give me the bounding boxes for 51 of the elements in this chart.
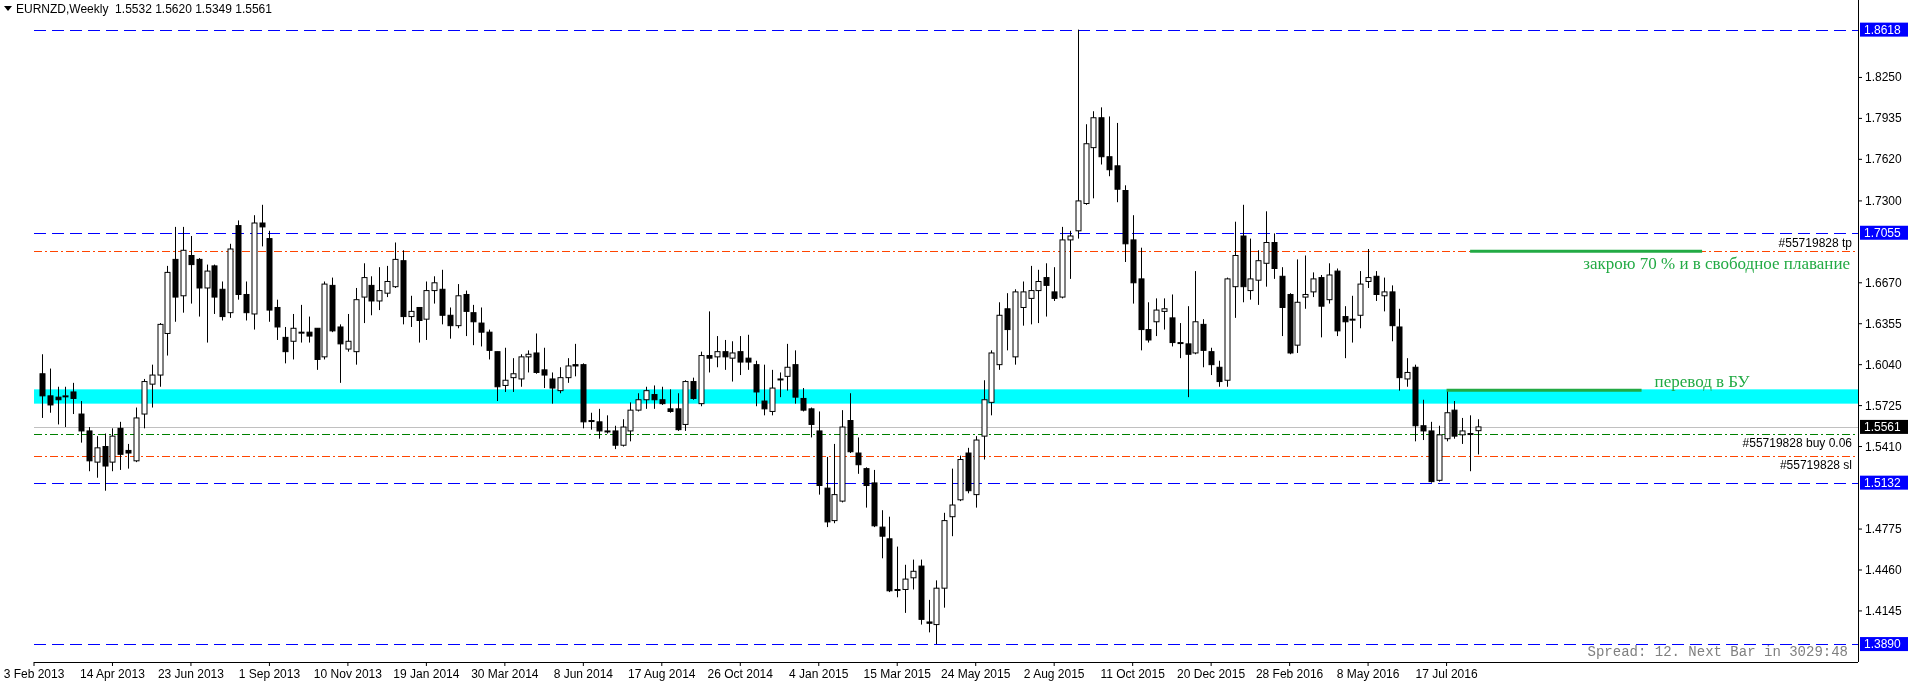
ref-line-label: 1.5561 [1864,419,1902,434]
x-tick-label: 17 Jul 2016 [1415,667,1478,681]
ref-line-label: #55719828 buy 0.06 [1742,436,1853,451]
ref-line-label: 1.3890 [1864,637,1902,652]
x-tick-label: 20 Dec 2015 [1177,667,1246,681]
x-tick-label: 2 Aug 2015 [1023,667,1085,681]
x-tick-label: 8 Jun 2014 [553,667,614,681]
ref-line-label: 1.7055 [1864,225,1902,240]
candlestick [470,304,477,346]
candlestick [1475,418,1482,455]
ref-line-label: #55719828 tp [1778,236,1853,251]
annotation: закрою 70 % и в свободное плавание [1583,254,1851,274]
x-tick-label: 10 Nov 2013 [313,667,383,681]
y-tick-label: 1.6040 [1865,357,1903,372]
x-tick-label: 14 Apr 2013 [80,667,146,681]
y-tick-label: 1.6355 [1865,316,1903,331]
candlestick [1302,255,1309,310]
y-tick-label: 1.7620 [1865,152,1903,167]
x-tick-label: 28 Feb 2016 [1255,667,1324,681]
y-tick-label: 1.5725 [1865,398,1903,413]
x-tick-label: 17 Aug 2014 [628,667,696,681]
x-tick-label: 8 May 2016 [1336,667,1400,681]
x-tick-label: 19 Jan 2014 [393,667,460,681]
y-tick-label: 1.4145 [1865,603,1903,618]
annotation: Spread: 12. Next Bar in 3029:48 [1587,644,1848,660]
x-tick-label: 26 Oct 2014 [707,667,774,681]
candlestick [879,509,886,559]
x-tick-label: 11 Oct 2015 [1100,667,1166,681]
candlestick [949,468,956,537]
x-tick-label: 4 Jan 2015 [789,667,849,681]
annotation: перевод в БУ [1654,372,1751,392]
x-tick-label: 3 Feb 2013 [3,667,65,681]
x-tick-label: 24 May 2015 [941,667,1011,681]
y-tick-label: 1.7935 [1865,111,1903,126]
x-tick-label: 23 Jun 2013 [157,667,225,681]
y-tick-label: 1.4775 [1865,522,1903,537]
ref-line-label: 1.8618 [1864,22,1902,37]
y-tick-label: 1.5410 [1865,439,1903,454]
candlestick [777,371,784,398]
x-tick-label: 15 Mar 2015 [863,667,932,681]
x-tick-label: 30 Mar 2014 [471,667,539,681]
chart-title: EURNZD,Weekly 1.5532 1.5620 1.5349 1.5561 [16,2,273,16]
candlestick [1208,347,1215,376]
y-tick-label: 1.7300 [1865,193,1903,208]
y-tick-label: 1.8250 [1865,70,1903,85]
x-tick-label: 1 Sep 2013 [238,667,301,681]
ref-line-label: 1.5132 [1864,475,1902,490]
candlestick [855,436,862,475]
y-tick-label: 1.6670 [1865,275,1903,290]
ref-line-label: #55719828 sl [1779,458,1852,473]
y-tick-label: 1.4460 [1865,562,1903,577]
